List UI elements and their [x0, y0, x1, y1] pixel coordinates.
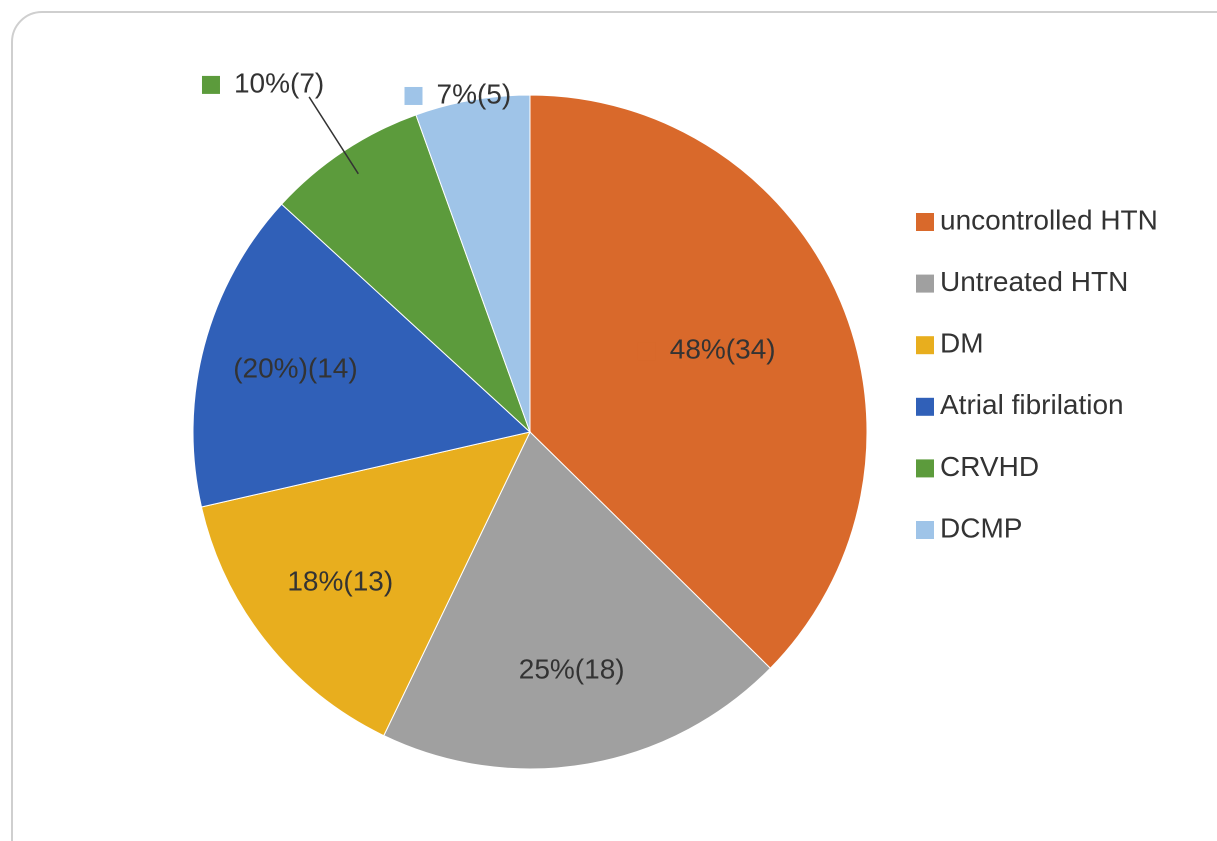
data-label: (20%)(14) — [233, 352, 357, 383]
legend-key — [916, 459, 934, 478]
pie-slice — [529, 94, 868, 669]
legend-label: CRVHD — [940, 451, 1039, 482]
data-label: 7%(5) — [437, 78, 512, 109]
label-key — [255, 574, 274, 593]
legend-key — [916, 397, 934, 416]
pie-slice — [200, 431, 531, 737]
data-label: 25%(18) — [519, 653, 625, 684]
pie-slice — [192, 203, 532, 508]
pie-slice — [383, 431, 772, 770]
data-label: 48%(34) — [670, 334, 776, 365]
label-key — [404, 86, 423, 105]
label-key — [637, 342, 656, 361]
label-key — [486, 662, 505, 681]
label-key — [201, 360, 220, 379]
legend-key — [916, 213, 934, 231]
data-label: 18%(13) — [287, 566, 393, 597]
legend-label: DCMP — [940, 512, 1022, 543]
pie-slice — [415, 94, 531, 433]
data-label: 10%(7) — [234, 67, 324, 98]
legend-key — [916, 521, 934, 539]
leader-line — [308, 96, 359, 175]
legend-label: Atrial fibrilation — [940, 389, 1124, 420]
label-key — [201, 75, 220, 94]
legend-key — [916, 336, 934, 355]
legend-label: Untreated HTN — [940, 266, 1128, 297]
legend-label: uncontrolled HTN — [940, 204, 1158, 235]
legend-label: DM — [940, 328, 984, 359]
legend-key — [916, 274, 934, 293]
